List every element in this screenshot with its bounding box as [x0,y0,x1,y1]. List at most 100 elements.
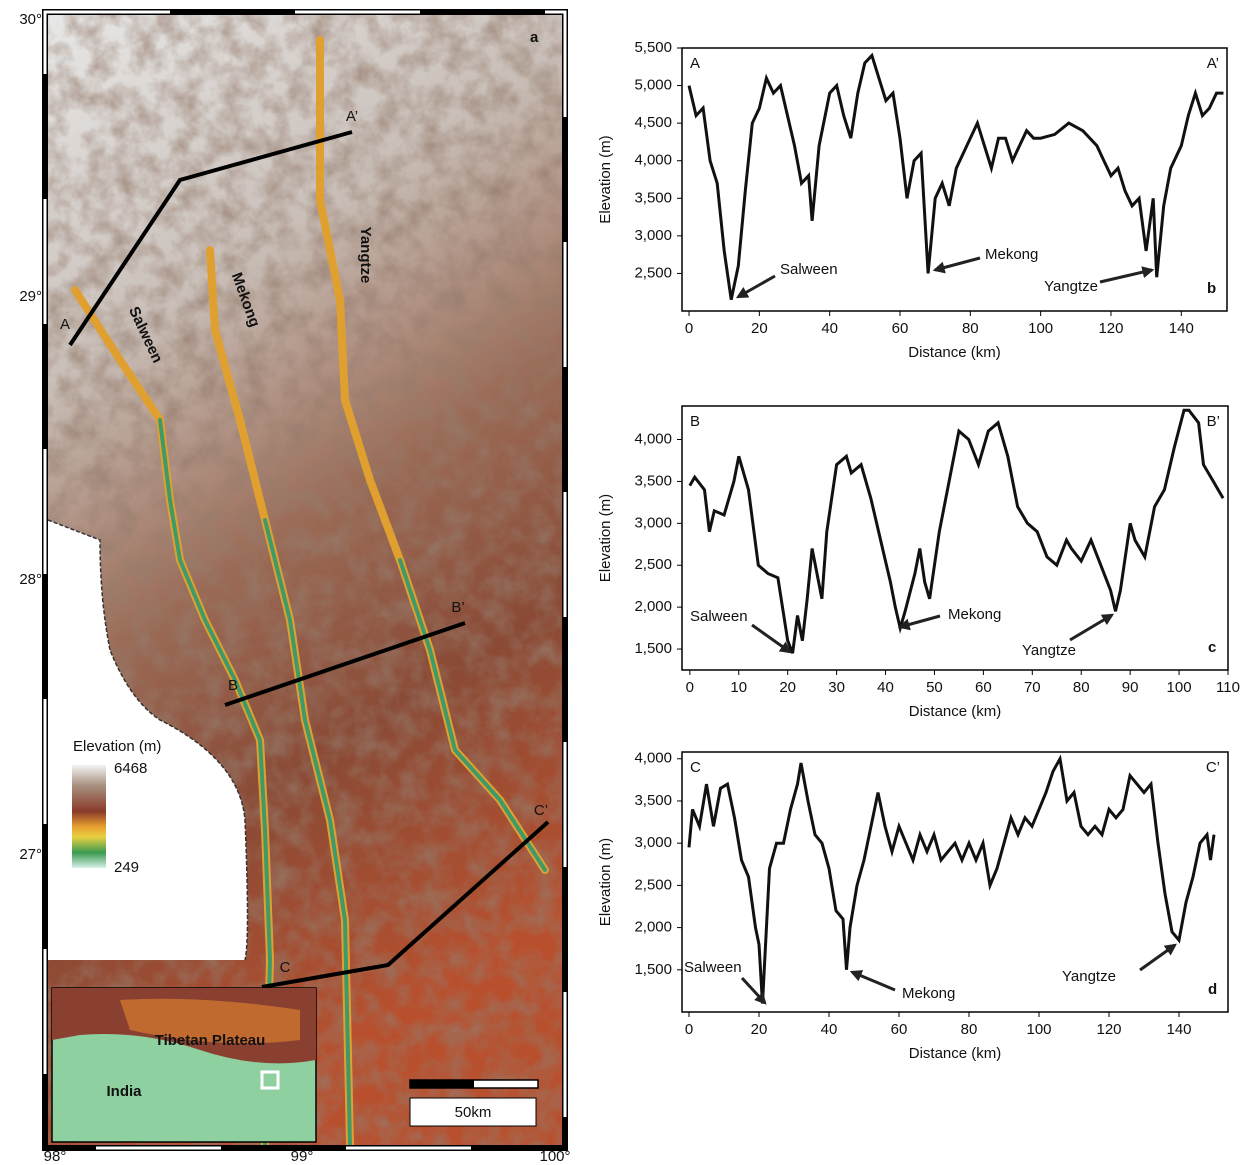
river-annotation: Mekong [985,246,1038,263]
y-tick-label: 4,000 [634,750,672,767]
x-tick-label: 80 [1073,679,1090,696]
x-tick-label: 50 [926,679,943,696]
y-tick-label: 4,000 [634,152,672,169]
y-tick-label: 3,500 [634,792,672,809]
x-tick-label: 60 [975,679,992,696]
profile-line [687,754,1216,1004]
river-annotation: Salween [684,959,742,976]
legend-title: Elevation (m) [73,738,161,755]
y-tick-label: 4,000 [634,430,672,447]
x-tick-label: 0 [686,679,694,696]
y-axis-label: Elevation (m) [597,135,614,223]
x-tick-label: 60 [891,1021,908,1038]
boundary [47,519,249,961]
x-tick-label: 100 [1026,1021,1051,1038]
y-axis-label: Elevation (m) [597,838,614,926]
y-tick-label: 1,500 [634,640,672,657]
section-start: B [690,413,700,430]
scale-bar [409,1079,539,1127]
latitude-label: 28° [19,571,42,588]
y-tick-label: 5,000 [634,77,672,94]
x-tick-label: 80 [962,320,979,337]
x-tick-label: 30 [828,679,845,696]
river-label: Yangtze [357,227,374,284]
longitude-label: 100° [539,1148,570,1165]
annotation-arrow [897,614,941,631]
x-tick-label: 0 [685,1021,693,1038]
inset-label: India [106,1083,142,1100]
y-tick-label: 2,000 [634,919,672,936]
map-frame-ticks [43,10,567,1150]
x-tick-label: 20 [779,679,796,696]
inset-label: Tibetan Plateau [155,1032,266,1049]
x-tick-label: 110 [1216,679,1240,696]
y-tick-label: 4,500 [634,114,672,131]
section-end: B’ [1207,413,1220,430]
section-label: B’ [451,599,464,616]
x-axis-label: Distance (km) [909,1045,1002,1062]
section-label: A [60,316,70,333]
y-tick-label: 2,500 [634,264,672,281]
longitude-label: 99° [291,1148,314,1165]
river-annotation: Yangtze [1022,642,1076,659]
annotation-arrow [849,970,896,992]
panel-label: d [1208,981,1217,998]
section-end: A’ [1207,55,1219,72]
annotation-arrow [735,274,776,299]
panel-label: c [1208,639,1216,656]
latitude-label: 27° [19,846,42,863]
x-tick-label: 70 [1024,679,1041,696]
profile-line [688,408,1225,654]
section-start: A [690,55,700,72]
y-tick-label: 3,000 [634,514,672,531]
x-axis-label: Distance (km) [908,344,1001,361]
y-tick-label: 2,500 [634,556,672,573]
y-tick-label: 1,500 [634,961,672,978]
y-tick-label: 3,500 [634,472,672,489]
annotation-arrow [1099,266,1155,284]
y-tick-label: 5,500 [634,39,672,56]
x-tick-label: 40 [821,1021,838,1038]
x-tick-label: 10 [730,679,747,696]
longitude-label: 98° [44,1148,67,1165]
x-tick-label: 60 [892,320,909,337]
section-start: C [690,759,701,776]
latitude-label: 29° [19,288,42,305]
x-tick-label: 120 [1096,1021,1121,1038]
x-tick-label: 20 [751,1021,768,1038]
elevation-map [48,15,562,1145]
relief-shading [48,15,562,1145]
legend-min: 249 [114,859,139,876]
y-tick-label: 2,500 [634,876,672,893]
colorbar [72,765,106,868]
x-tick-label: 100 [1167,679,1192,696]
y-tick-label: 3,000 [634,227,672,244]
annotation-arrow [1139,943,1177,972]
x-tick-label: 140 [1166,1021,1191,1038]
rivers [71,36,549,1145]
inset-map [51,987,317,1143]
river-annotation: Yangtze [1062,968,1116,985]
x-tick-label: 120 [1098,320,1123,337]
section-label: C’ [534,802,548,819]
panel-label: b [1207,280,1216,297]
annotation-arrow [740,976,767,1005]
x-tick-label: 40 [877,679,894,696]
x-tick-label: 100 [1028,320,1053,337]
section-end: C’ [1206,759,1220,776]
section-label: B [228,677,238,694]
x-tick-label: 20 [751,320,768,337]
river-annotation: Mekong [948,606,1001,623]
y-tick-label: 2,000 [634,598,672,615]
x-axis-label: Distance (km) [909,703,1002,720]
section-label: A’ [346,108,358,125]
plot-frame [681,405,1229,671]
annotation-arrow [1069,613,1115,642]
profile-line [687,52,1224,301]
section-label: C [280,959,291,976]
river-annotation: Salween [690,608,748,625]
plot-frame [681,47,1228,312]
x-tick-label: 90 [1122,679,1139,696]
river-annotation: Salween [780,261,838,278]
